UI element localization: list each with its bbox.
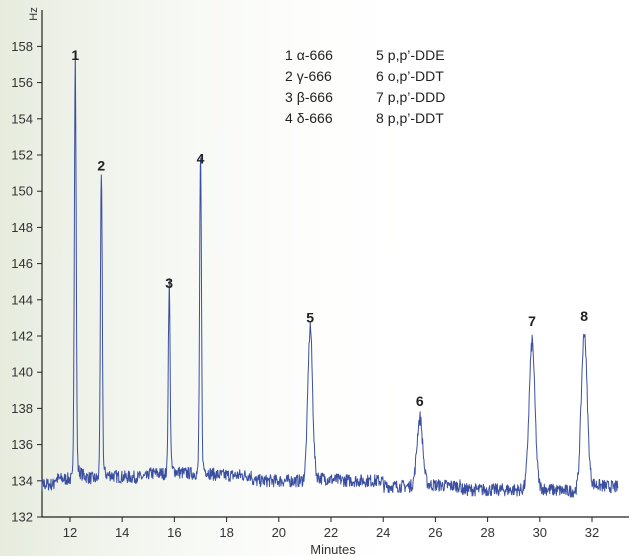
- peak-label-7: 7: [528, 313, 536, 329]
- legend-compound: o,p’-DDT: [388, 68, 444, 84]
- legend-entry: 3 β-666: [285, 89, 333, 105]
- x-tick-label: 16: [167, 525, 181, 540]
- peak-label-3: 3: [165, 275, 173, 291]
- legend-entry: 1 α-666: [285, 47, 333, 63]
- legend-entry: 6 o,p’-DDT: [376, 68, 444, 84]
- legend-number: 3: [285, 89, 293, 105]
- legend-compound: α-666: [297, 47, 333, 63]
- legend-number: 5: [376, 47, 384, 63]
- legend-compound: γ-666: [297, 68, 332, 84]
- y-tick-label: 144: [11, 292, 33, 307]
- x-axis-label: Minutes: [310, 542, 356, 556]
- x-tick-label: 12: [63, 525, 77, 540]
- y-axis-label: Hz: [28, 7, 40, 20]
- legend-number: 8: [376, 110, 384, 126]
- chromatogram-trace: [41, 50, 619, 498]
- y-tick-label: 134: [11, 473, 33, 488]
- legend-compound: δ-666: [297, 110, 333, 126]
- x-tick-label: 18: [219, 525, 233, 540]
- legend-entry: 7 p,p’-DDD: [376, 89, 445, 105]
- y-tick-label: 136: [11, 437, 33, 452]
- legend-number: 4: [285, 110, 293, 126]
- legend-number: 2: [285, 68, 293, 84]
- legend-entry: 4 δ-666: [285, 110, 333, 126]
- legend-compound: p,p’-DDD: [388, 89, 446, 105]
- x-tick-label: 14: [115, 525, 129, 540]
- y-tick-label: 138: [11, 401, 33, 416]
- x-tick-label: 32: [585, 525, 599, 540]
- peak-label-8: 8: [580, 308, 588, 324]
- x-axis-ticks: 12 14 16 18 20 22 24 26 28 30 32: [63, 517, 599, 540]
- peak-label-2: 2: [97, 158, 105, 174]
- peak-labels: 1 2 3 4 5 6 7 8: [71, 47, 588, 409]
- y-tick-label: 140: [11, 365, 33, 380]
- y-tick-label: 150: [11, 184, 33, 199]
- x-tick-label: 26: [428, 525, 442, 540]
- legend-compound: β-666: [297, 89, 333, 105]
- peak-label-1: 1: [71, 47, 79, 63]
- x-tick-label: 20: [272, 525, 286, 540]
- peak-label-4: 4: [197, 150, 205, 166]
- x-tick-label: 22: [324, 525, 338, 540]
- legend-entry: 2 γ-666: [285, 68, 332, 84]
- x-tick-label: 30: [533, 525, 547, 540]
- peak-label-6: 6: [416, 393, 424, 409]
- y-tick-label: 152: [11, 148, 33, 163]
- y-tick-label: 146: [11, 256, 33, 271]
- x-tick-label: 24: [376, 525, 390, 540]
- legend-number: 6: [376, 68, 384, 84]
- peak-label-5: 5: [306, 310, 314, 326]
- legend-entry: 8 p,p’-DDT: [376, 110, 444, 126]
- legend-number: 7: [376, 89, 384, 105]
- legend-entry: 5 p,p’-DDE: [376, 47, 445, 63]
- y-axis-ticks: 132 134 136 138 140 142 144 146 148 150 152 154 156 1…: [11, 39, 42, 525]
- legend-compound: p,p’-DDE: [388, 47, 445, 63]
- y-tick-label: 156: [11, 75, 33, 90]
- x-tick-label: 28: [480, 525, 494, 540]
- y-tick-label: 154: [11, 111, 33, 126]
- y-tick-label: 158: [11, 39, 33, 54]
- y-tick-label: 132: [11, 510, 33, 525]
- legend-compound: p,p’-DDT: [388, 110, 444, 126]
- legend-number: 1: [285, 47, 293, 63]
- y-tick-label: 148: [11, 220, 33, 235]
- y-tick-label: 142: [11, 329, 33, 344]
